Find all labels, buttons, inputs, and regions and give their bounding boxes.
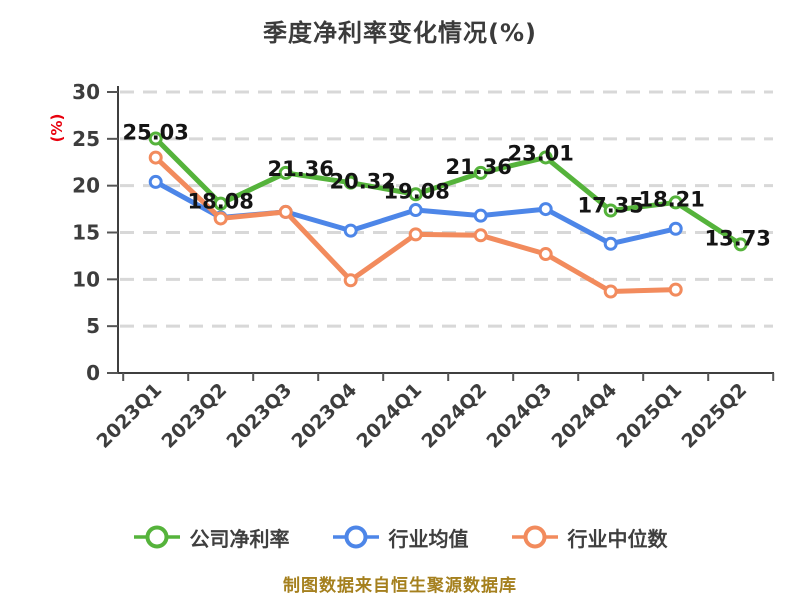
series-industry-median-point — [473, 228, 488, 243]
chart-legend: 公司净利率 行业均值 行业中位数 — [0, 519, 800, 555]
y-axis-unit-label: (%) — [48, 114, 66, 143]
series-company-net-margin-point — [408, 187, 423, 202]
legend-line-marker-icon — [133, 525, 180, 549]
series-industry-median-point — [213, 211, 228, 226]
legend-label-company-net-margin: 公司净利率 — [189, 526, 290, 551]
legend-label-industry-average: 行业均值 — [388, 526, 469, 551]
series-industry-median-point — [278, 204, 293, 219]
legend-label-industry-median: 行业中位数 — [567, 526, 668, 551]
point-value-label: 17.35 — [577, 193, 643, 217]
x-tick-label: 2024Q2 — [418, 379, 492, 453]
x-tick-label: 2024Q3 — [483, 379, 557, 453]
legend-item-company-net-margin: 公司净利率 — [133, 523, 290, 552]
y-tick-label: 10 — [72, 267, 100, 291]
series-industry-median-point — [668, 282, 683, 297]
series-industry-median-path — [153, 155, 676, 295]
series-industry-median-point — [538, 247, 553, 262]
series-industry-median-point — [408, 227, 423, 242]
point-value-label: 23.01 — [507, 141, 573, 165]
y-tick-label: 20 — [72, 174, 100, 198]
series-company-net-margin-point — [278, 165, 293, 180]
series-company-net-margin-point — [733, 237, 748, 252]
legend-item-industry-average: 行业均值 — [332, 523, 469, 552]
x-tick-label: 2024Q4 — [548, 379, 622, 453]
x-tick-label: 2025Q2 — [678, 379, 752, 453]
y-tick-label: 15 — [72, 221, 100, 245]
point-value-label: 18.21 — [638, 187, 704, 211]
series-company-net-margin — [148, 131, 748, 252]
series-industry-average-point — [148, 174, 163, 189]
series-company-net-margin-point — [603, 203, 618, 218]
series-industry-median-point — [343, 273, 358, 288]
series-company-net-margin-point — [148, 131, 163, 146]
series-company-net-margin-point — [473, 165, 488, 180]
series-industry-average-point — [343, 223, 358, 238]
series-industry-average-point — [473, 208, 488, 223]
chart-title: 季度净利率变化情况(%) — [263, 19, 537, 47]
point-value-label: 25.03 — [122, 121, 188, 145]
series-industry-median — [148, 150, 683, 299]
point-value-label: 18.08 — [187, 190, 253, 214]
series-company-net-margin-point — [343, 175, 358, 190]
y-tick-label: 5 — [86, 314, 100, 338]
series-industry-average-point — [408, 203, 423, 218]
y-tick-label: 0 — [86, 361, 100, 385]
legend-line-marker-icon — [332, 525, 379, 549]
x-tick-label: 2023Q1 — [93, 379, 167, 453]
point-value-label: 19.08 — [383, 179, 449, 203]
point-value-label: 21.36 — [267, 157, 333, 181]
series-company-net-margin-path — [153, 136, 743, 247]
series-company-net-margin-point — [668, 195, 683, 210]
x-tick-label: 2023Q4 — [288, 379, 362, 453]
y-tick-label: 30 — [72, 80, 100, 104]
y-tick-label: 25 — [72, 127, 100, 151]
x-tick-label: 2025Q1 — [613, 379, 687, 453]
series-industry-average-point — [603, 236, 618, 251]
legend-line-marker-icon — [511, 525, 558, 549]
series-industry-median-point — [603, 284, 618, 299]
point-value-label: 13.73 — [704, 226, 770, 250]
x-tick-label: 2023Q3 — [223, 379, 297, 453]
series-company-net-margin-point — [213, 196, 228, 211]
series-industry-average-point — [668, 221, 683, 236]
point-value-label: 21.36 — [445, 155, 511, 179]
point-value-label: 20.32 — [329, 170, 395, 194]
series-industry-median-point — [148, 150, 163, 165]
legend-item-industry-median: 行业中位数 — [511, 523, 668, 552]
point-value-labels: 25.0318.0821.3620.3219.0821.3623.0117.35… — [122, 121, 770, 251]
data-source-note: 制图数据来自恒生聚源数据库 — [283, 576, 517, 596]
series-industry-average-point — [538, 202, 553, 217]
series-company-net-margin-point — [538, 150, 553, 165]
x-tick-label: 2024Q1 — [353, 379, 427, 453]
x-tick-label: 2023Q2 — [158, 379, 232, 453]
